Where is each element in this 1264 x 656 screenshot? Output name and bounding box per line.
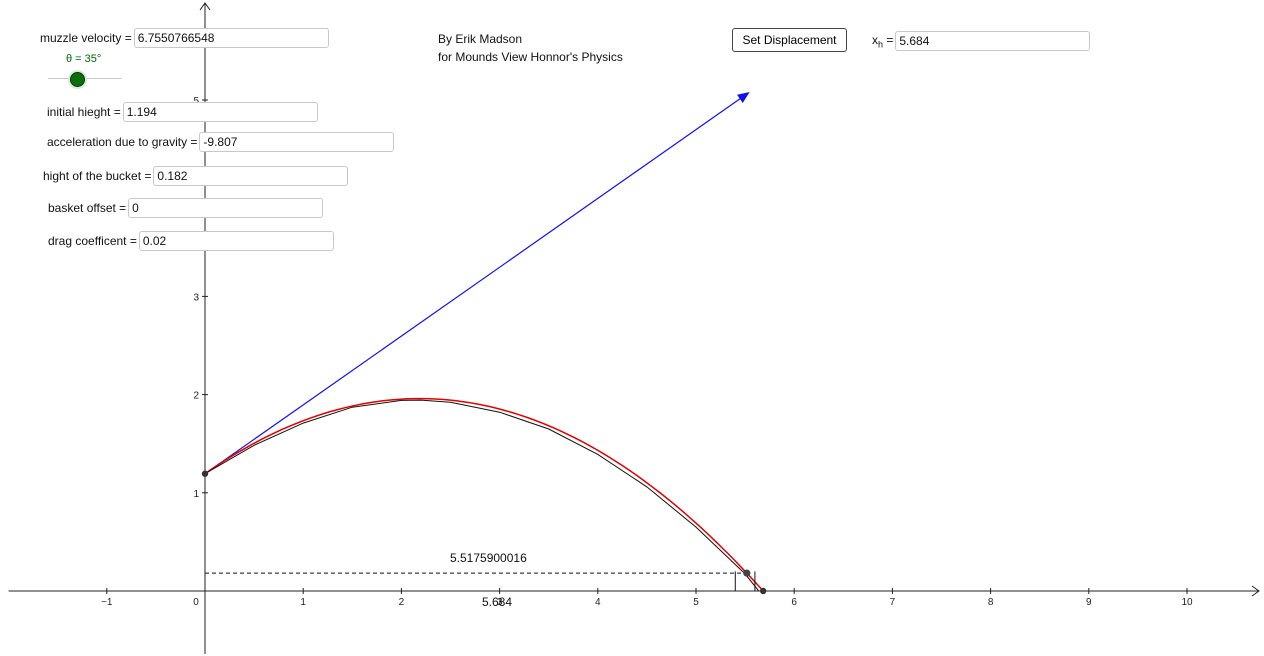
x-tick-label: 7: [890, 597, 896, 608]
plot-layer: [201, 91, 767, 595]
x-tick-label: 5: [693, 597, 699, 608]
drag-coefficient-label: drag coefficent =: [48, 234, 137, 248]
theta-slider-track[interactable]: [48, 78, 122, 79]
gravity-label: acceleration due to gravity =: [47, 135, 198, 149]
basket-offset-input[interactable]: [128, 198, 324, 218]
x-tick-label: 2: [399, 597, 405, 608]
x-axis-arrow: [1251, 585, 1260, 597]
initial-height-label: initial hieght =: [47, 105, 121, 119]
xh-field: xh =: [872, 31, 1091, 51]
credit-line-1: By Erik Madson: [438, 32, 523, 46]
credit-line-2: for Mounds View Honnor's Physics: [438, 50, 623, 64]
x-tick-label: −1: [101, 597, 113, 608]
y-tick-label: 3: [193, 292, 199, 303]
launch-point: [201, 470, 209, 477]
landing-x-label: 5.684: [482, 595, 512, 609]
gravity-field: acceleration due to gravity =: [47, 132, 395, 152]
bucket-height-input[interactable]: [153, 166, 349, 186]
ideal-trajectory: [204, 397, 764, 592]
theta-slider-label: θ = 35°: [66, 53, 102, 65]
xh-label: xh =: [872, 33, 893, 49]
y-axis-arrow: [199, 2, 211, 11]
x-tick-label: 8: [988, 597, 994, 608]
set-displacement-button[interactable]: Set Displacement: [732, 28, 847, 52]
basket-offset-field: basket offset =: [48, 198, 324, 218]
xh-label-base: x: [872, 32, 878, 47]
x-tick-label: 10: [1181, 597, 1193, 608]
initial-height-input[interactable]: [122, 102, 318, 122]
drag-coefficient-field: drag coefficent =: [48, 231, 334, 251]
theta-slider-handle[interactable]: [70, 72, 85, 87]
xh-input[interactable]: [895, 31, 1091, 51]
gravity-input[interactable]: [199, 132, 395, 152]
bucket-point: [743, 569, 751, 577]
muzzle-velocity-input[interactable]: [133, 28, 329, 48]
muzzle-velocity-label: muzzle velocity =: [40, 31, 132, 45]
y-tick-label: 2: [193, 391, 199, 402]
xh-label-eq: =: [883, 32, 894, 47]
horizontal-distance-label: 5.5175900016: [450, 551, 527, 565]
landing-point: [759, 587, 767, 595]
initial-height-field: initial hieght =: [47, 102, 318, 122]
x-tick-label: 4: [595, 597, 601, 608]
y-tick-label: 1: [193, 489, 199, 500]
xh-label-sub: h: [878, 39, 884, 50]
tick-labels: −1 1 2 3 4 5 6 7 8 9 10 0 1 2 3 5: [101, 96, 1193, 608]
x-tick-label: 9: [1086, 597, 1092, 608]
x-tick-label: 3: [497, 597, 503, 608]
origin-label: 0: [193, 597, 199, 608]
drag-trajectory: [204, 399, 760, 592]
muzzle-velocity-field: muzzle velocity =: [40, 28, 329, 48]
bucket-height-label: hight of the bucket =: [43, 169, 152, 183]
bucket-height-field: hight of the bucket =: [43, 166, 349, 186]
velocity-vector: [204, 91, 750, 475]
x-tick-label: 1: [300, 597, 306, 608]
y-tick-label: 5: [193, 96, 199, 107]
drag-coefficient-input[interactable]: [138, 231, 334, 251]
x-tick-label: 6: [791, 597, 797, 608]
basket-offset-label: basket offset =: [48, 201, 127, 215]
author-credit: By Erik Madson for Mounds View Honnor's …: [438, 30, 623, 66]
